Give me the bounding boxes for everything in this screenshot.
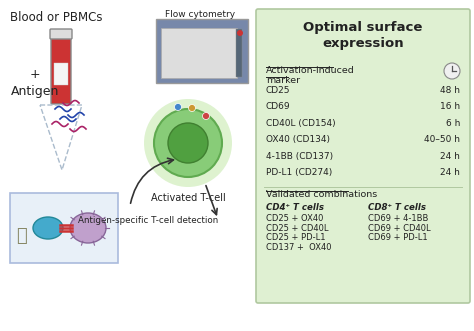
Text: 24 h: 24 h [440, 152, 460, 161]
Text: Antigen-specific T-cell detection: Antigen-specific T-cell detection [78, 216, 218, 225]
Text: CD8⁺ T cells: CD8⁺ T cells [368, 203, 426, 212]
Text: Validated combinations: Validated combinations [266, 190, 377, 199]
Text: 6 h: 6 h [446, 118, 460, 127]
Ellipse shape [70, 213, 106, 243]
Circle shape [168, 123, 208, 163]
Text: CD4⁺ T cells: CD4⁺ T cells [266, 203, 324, 212]
Circle shape [174, 104, 182, 111]
Text: 16 h: 16 h [440, 102, 460, 111]
Text: Activation-induced: Activation-induced [266, 66, 355, 75]
FancyBboxPatch shape [156, 19, 248, 83]
Text: CD69: CD69 [266, 102, 291, 111]
Text: PD-L1 (CD274): PD-L1 (CD274) [266, 168, 332, 177]
Text: +
Antigen: + Antigen [11, 68, 59, 98]
Circle shape [189, 105, 195, 112]
Text: Blood or PBMCs: Blood or PBMCs [10, 11, 102, 24]
Text: 40–50 h: 40–50 h [424, 135, 460, 144]
FancyBboxPatch shape [50, 29, 72, 39]
Text: CD40L (CD154): CD40L (CD154) [266, 118, 336, 127]
FancyBboxPatch shape [10, 193, 118, 263]
Text: CD25 + OX40: CD25 + OX40 [266, 214, 323, 223]
Circle shape [144, 99, 232, 187]
FancyBboxPatch shape [54, 63, 68, 85]
Text: Flow cytometry: Flow cytometry [165, 10, 235, 19]
Text: CD25 + PD-L1: CD25 + PD-L1 [266, 233, 326, 242]
Text: 4-1BB (CD137): 4-1BB (CD137) [266, 152, 333, 161]
Text: CD25: CD25 [266, 85, 291, 94]
Text: CD137 +  OX40: CD137 + OX40 [266, 243, 331, 252]
Text: CD69 + 4-1BB: CD69 + 4-1BB [368, 214, 428, 223]
FancyBboxPatch shape [256, 9, 470, 303]
Ellipse shape [33, 217, 63, 239]
Text: 48 h: 48 h [440, 85, 460, 94]
Text: Activated T-cell: Activated T-cell [151, 193, 225, 203]
Circle shape [237, 30, 243, 36]
Text: OX40 (CD134): OX40 (CD134) [266, 135, 330, 144]
Circle shape [202, 113, 210, 119]
Text: Optimal surface
expression: Optimal surface expression [303, 21, 423, 50]
FancyBboxPatch shape [236, 29, 242, 77]
Text: CD25 + CD40L: CD25 + CD40L [266, 223, 328, 232]
Text: CD69 + CD40L: CD69 + CD40L [368, 223, 430, 232]
Circle shape [154, 109, 222, 177]
FancyBboxPatch shape [51, 32, 71, 104]
Circle shape [444, 63, 460, 79]
Text: marker: marker [266, 76, 300, 85]
FancyBboxPatch shape [161, 28, 237, 78]
Text: 24 h: 24 h [440, 168, 460, 177]
Text: CD69 + PD-L1: CD69 + PD-L1 [368, 233, 428, 242]
Text: ⧖: ⧖ [16, 227, 27, 245]
